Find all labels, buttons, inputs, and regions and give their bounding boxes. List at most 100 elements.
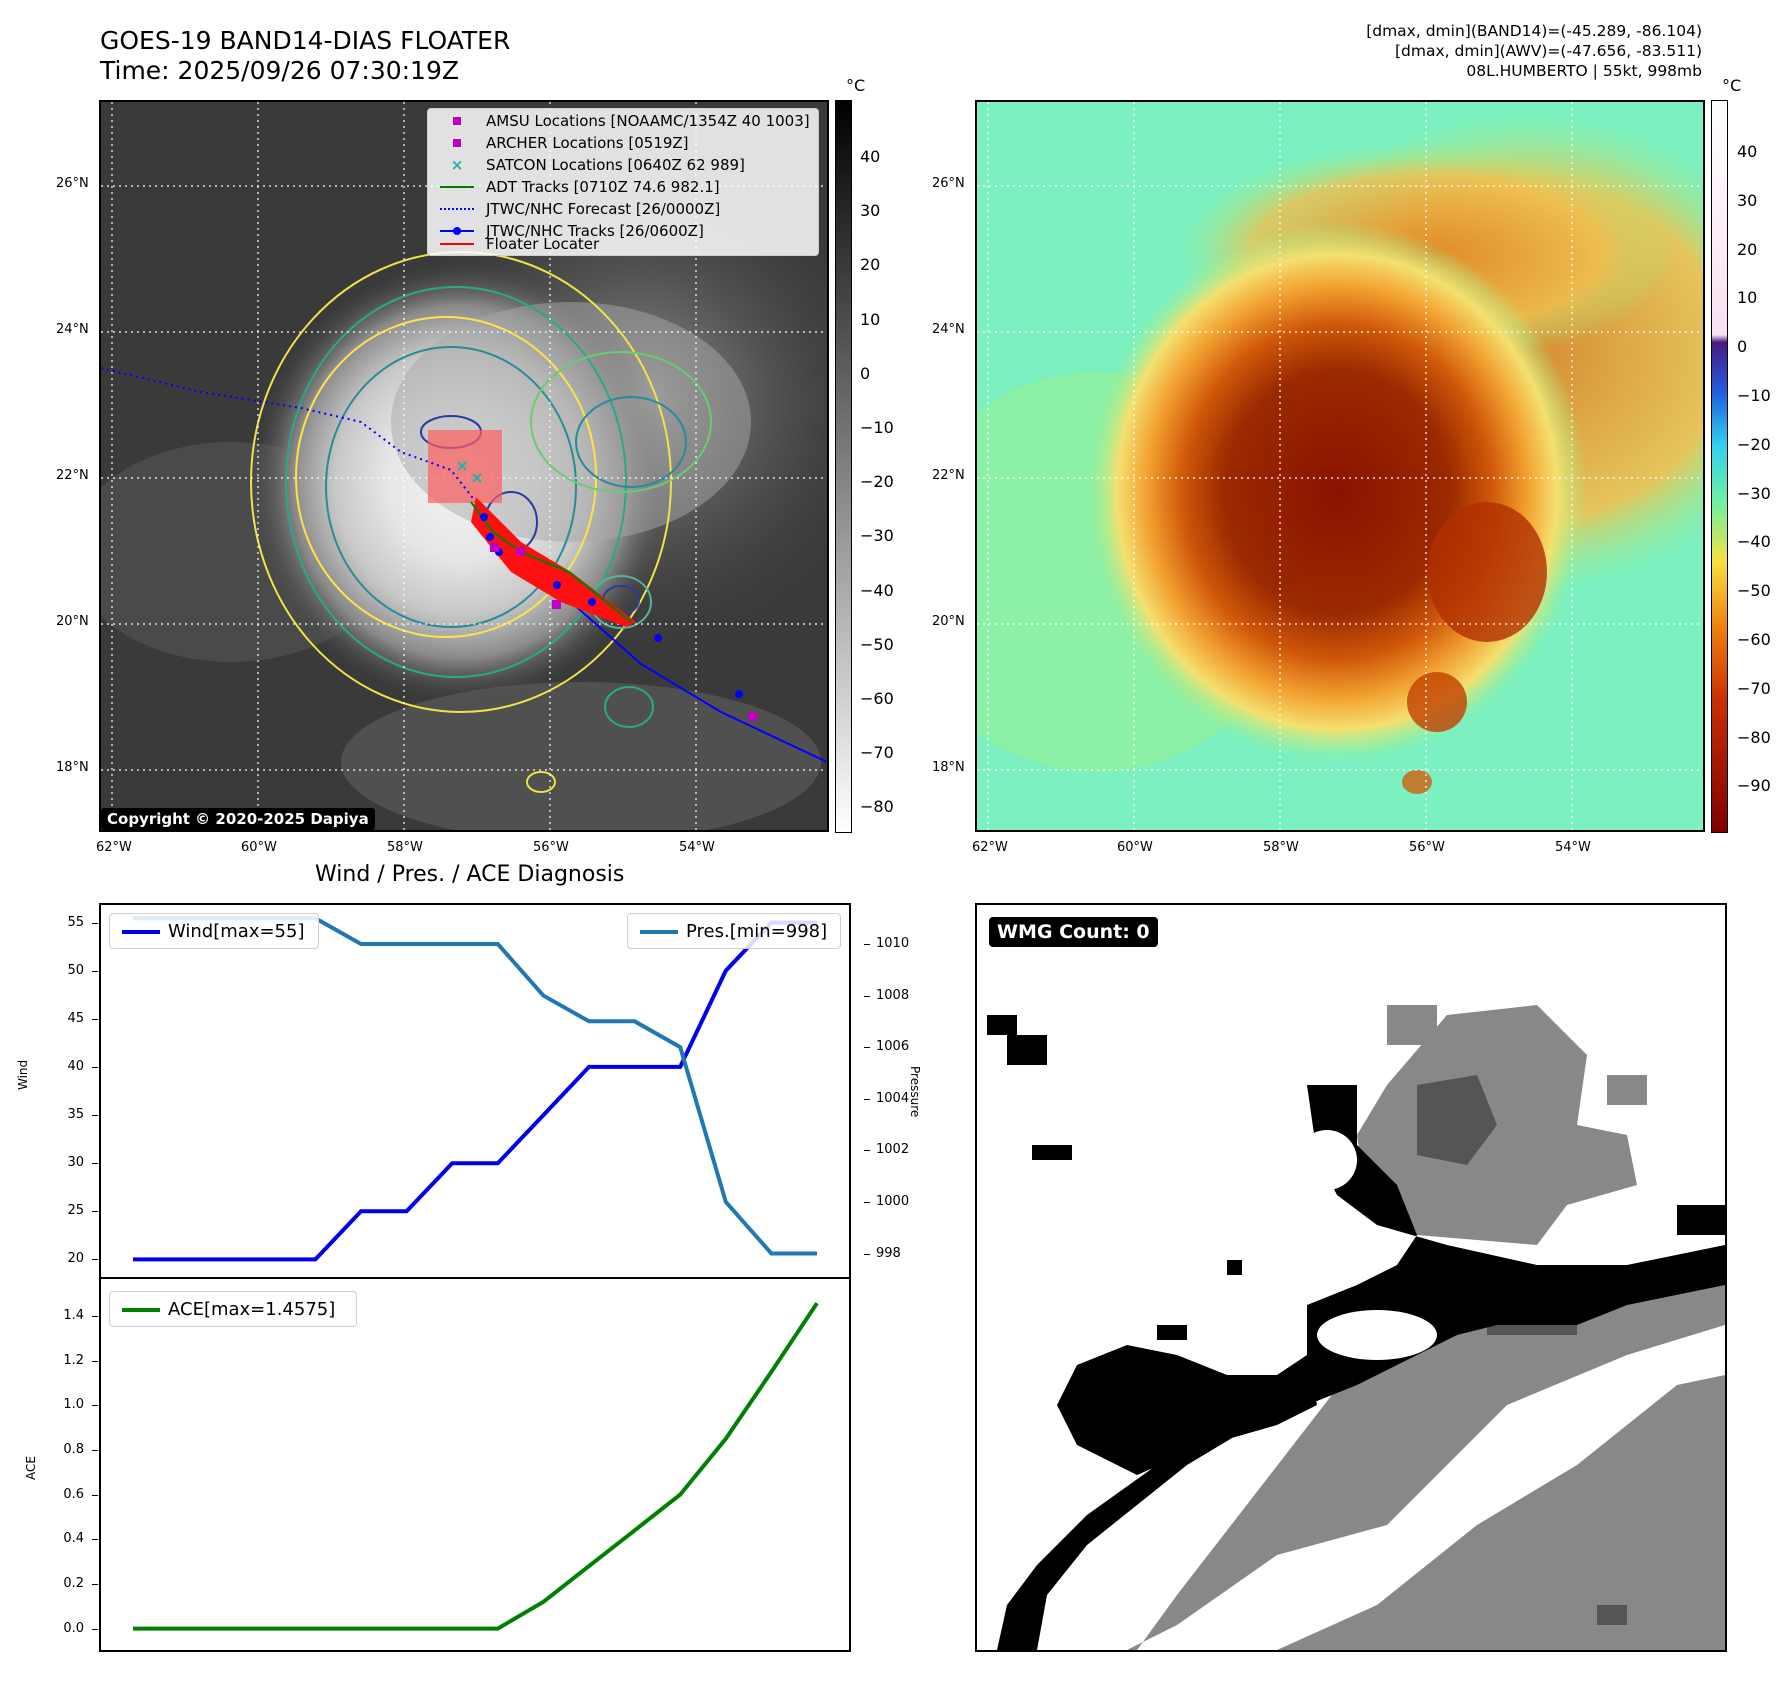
legend-label: ACE[max=1.4575] [168, 1298, 336, 1320]
lat-label: 22°N [932, 468, 965, 483]
y-tick-label: 1006 [876, 1039, 910, 1055]
lon-label: 58°W [387, 840, 423, 855]
legend-item-satcon: × SATCON Locations [0640Z 62 989] [438, 154, 745, 176]
lon-label: 60°W [241, 840, 277, 855]
colorbar-tick-label: −80 [860, 797, 894, 817]
colorbar-unit: °C [846, 76, 866, 95]
wind-axis-label: Wind [16, 1059, 30, 1090]
y-tick-mark [92, 1405, 98, 1407]
series-line-ace-max-1-4575- [133, 1302, 819, 1631]
pressure-axis-label: Pressure [908, 1066, 922, 1118]
legend-label: ARCHER Locations [0519Z] [486, 134, 689, 152]
wind-pressure-plot [133, 916, 817, 1262]
colorbar-tick-label: 0 [860, 363, 871, 383]
legend-item-floater: Floater Locater [438, 233, 599, 255]
y-tick-mark [864, 1150, 870, 1152]
colorbar-tick-label: −70 [1737, 678, 1771, 698]
colorbar-awv [1711, 100, 1728, 833]
y-tick-label: 40 [67, 1058, 84, 1074]
colorbar-tick-label: −90 [1737, 776, 1771, 796]
colorbar-tick-label: 30 [860, 201, 881, 221]
wind-pressure-chart: Wind[max=55] Pres.[min=998] [99, 903, 851, 1279]
legend-item-amsu: AMSU Locations [NOAAMC/1354Z 40 1003] [438, 110, 810, 132]
info-awv: [dmax, dmin](AWV)=(-47.656, -83.511) [1395, 42, 1702, 60]
wmg-panel: WMG Count: 0 [975, 903, 1727, 1652]
colorbar-tick-label: −50 [860, 634, 894, 654]
legend-label: Pres.[min=998] [686, 920, 828, 942]
y-tick-label: 25 [67, 1203, 84, 1219]
legend-item-pressure: Pres.[min=998] [638, 920, 827, 942]
colorbar-tick-label: −30 [860, 526, 894, 546]
lat-label: 20°N [56, 614, 89, 629]
y-tick-mark [92, 970, 98, 972]
y-tick-mark [92, 1449, 98, 1451]
y-tick-mark [92, 1494, 98, 1496]
colorbar-tick-label: 10 [1737, 288, 1758, 308]
lat-label: 26°N [56, 176, 89, 191]
colorbar-tick-label: −60 [860, 689, 894, 708]
legend-label: AMSU Locations [NOAAMC/1354Z 40 1003] [486, 112, 810, 130]
y-tick-mark [864, 1098, 870, 1100]
legend-line-icon [438, 177, 476, 197]
legend-square-icon [438, 111, 476, 131]
y-tick-label: 1004 [876, 1090, 910, 1106]
pressure-legend: Pres.[min=998] [627, 913, 841, 949]
y-tick-mark [92, 1066, 98, 1068]
y-tick-mark [92, 1259, 98, 1261]
lat-label: 20°N [932, 614, 965, 629]
y-tick-mark [92, 1539, 98, 1541]
y-tick-mark [864, 995, 870, 997]
wind-legend: Wind[max=55] [109, 913, 319, 949]
legend-item-ace: ACE[max=1.4575] [120, 1298, 335, 1320]
colorbar-tick-label: −20 [1737, 434, 1771, 454]
legend-line-icon [120, 1299, 160, 1319]
colorbar-tick-label: 40 [1737, 142, 1758, 161]
ace-chart: ACE[max=1.4575] [99, 1277, 851, 1652]
lat-label: 26°N [932, 176, 965, 191]
y-tick-mark [92, 1583, 98, 1585]
legend-label: ADT Tracks [0710Z 74.6 982.1] [486, 178, 720, 196]
y-tick-label: 1008 [876, 987, 910, 1003]
colorbar-tick-label: −60 [1737, 630, 1771, 649]
colorbar-tick-label: −30 [1737, 483, 1771, 503]
colorbar-tick-label: 40 [860, 147, 881, 166]
y-tick-label: 0.4 [63, 1531, 84, 1547]
y-tick-label: 1.4 [63, 1308, 84, 1324]
lat-label: 18°N [56, 760, 89, 775]
lon-label: 56°W [533, 840, 569, 855]
lat-label: 22°N [56, 468, 89, 483]
y-tick-mark [92, 1163, 98, 1165]
colorbar-tick-label: 0 [1737, 337, 1748, 357]
legend-item-archer: ARCHER Locations [0519Z] [438, 132, 689, 154]
info-storm: 08L.HUMBERTO | 55kt, 998mb [1466, 62, 1702, 80]
legend-label: JTWC/NHC Tracks [26/0600Z] [486, 222, 704, 240]
lon-label: 62°W [972, 840, 1008, 855]
y-tick-label: 20 [67, 1251, 84, 1267]
y-tick-label: 1.2 [63, 1352, 84, 1368]
colorbar-tick-label: 10 [860, 309, 881, 329]
y-tick-label: 1.0 [63, 1397, 84, 1413]
legend-item-wind: Wind[max=55] [120, 920, 305, 942]
y-tick-label: 0.6 [63, 1486, 84, 1502]
series-line-pres-min-998- [133, 916, 817, 1256]
colorbar-tick-label: −80 [1737, 727, 1771, 747]
ace-axis-label: ACE [24, 1456, 38, 1480]
y-tick-mark [92, 1360, 98, 1362]
lat-label: 24°N [56, 322, 89, 337]
lon-label: 60°W [1117, 840, 1153, 855]
colorbar-tick-label: −50 [1737, 581, 1771, 601]
y-tick-label: 30 [67, 1155, 84, 1171]
chart-title: GOES-19 BAND14-DIAS FLOATER [100, 26, 511, 55]
legend-line-dot-icon [438, 221, 476, 241]
legend-label: JTWC/NHC Forecast [26/0000Z] [486, 200, 721, 218]
legend-item-adt: ADT Tracks [0710Z 74.6 982.1] [438, 176, 720, 198]
ace-plot [133, 1302, 819, 1631]
y-tick-label: 1002 [876, 1142, 910, 1158]
legend-label: SATCON Locations [0640Z 62 989] [486, 156, 745, 174]
legend-x-icon: × [450, 156, 464, 174]
lon-label: 56°W [1409, 840, 1445, 855]
y-tick-mark [92, 1115, 98, 1117]
y-tick-label: 0.0 [63, 1620, 84, 1636]
legend-line-icon [638, 921, 678, 941]
legend-label: Floater Locater [486, 235, 600, 253]
